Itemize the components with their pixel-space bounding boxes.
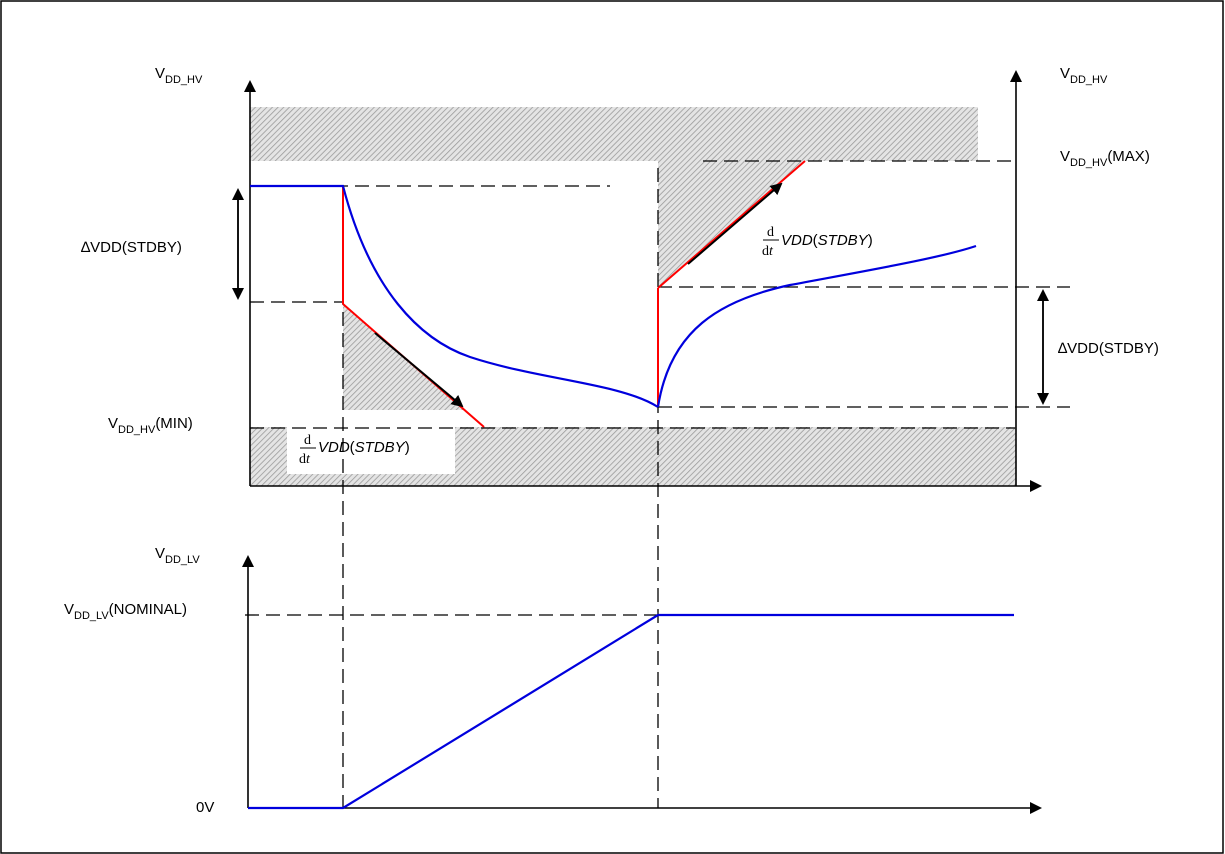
zero-volt-label: 0V xyxy=(196,799,214,816)
svg-text:VDD(STDBY): VDD(STDBY) xyxy=(781,232,873,249)
vmin-label: VDD_HV(MIN) xyxy=(108,415,193,436)
slope-tangent-arrows xyxy=(374,182,783,408)
vdd-lv-nominal-label: VDD_LV(NOMINAL) xyxy=(64,601,187,622)
delta-dimension-arrows xyxy=(232,188,1049,405)
supply-curves xyxy=(248,184,1014,810)
bottom-y-axis-label: VDD_LV xyxy=(155,545,200,566)
axes xyxy=(242,70,1042,814)
slope-formula-falling: d dt VDD(STDBY) xyxy=(299,433,410,467)
min-voltage-region xyxy=(250,427,1016,486)
top-y-axis-right-label: VDD_HV xyxy=(1060,65,1108,86)
svg-text:dt: dt xyxy=(762,244,774,259)
slope-formula-rising: d dt VDD(STDBY) xyxy=(762,225,873,259)
vmax-label: VDD_HV(MAX) xyxy=(1060,148,1150,169)
vdd-hv-falling-curve xyxy=(250,184,659,408)
svg-text:d: d xyxy=(767,225,774,240)
max-voltage-region xyxy=(250,107,978,161)
svg-text:VDD(STDBY): VDD(STDBY) xyxy=(318,439,410,456)
dashed-guides xyxy=(245,160,1070,808)
svg-text:dt: dt xyxy=(299,452,311,467)
top-y-axis-left-label: VDD_HV xyxy=(155,65,203,86)
svg-text:d: d xyxy=(304,433,311,448)
delta-vdd-left-label: ∆VDD(STDBY) xyxy=(81,239,182,256)
delta-vdd-right-label: ∆VDD(STDBY) xyxy=(1058,340,1159,357)
vdd-lv-ramp xyxy=(248,613,1014,810)
vdd-hv-rising-curve xyxy=(656,244,977,408)
